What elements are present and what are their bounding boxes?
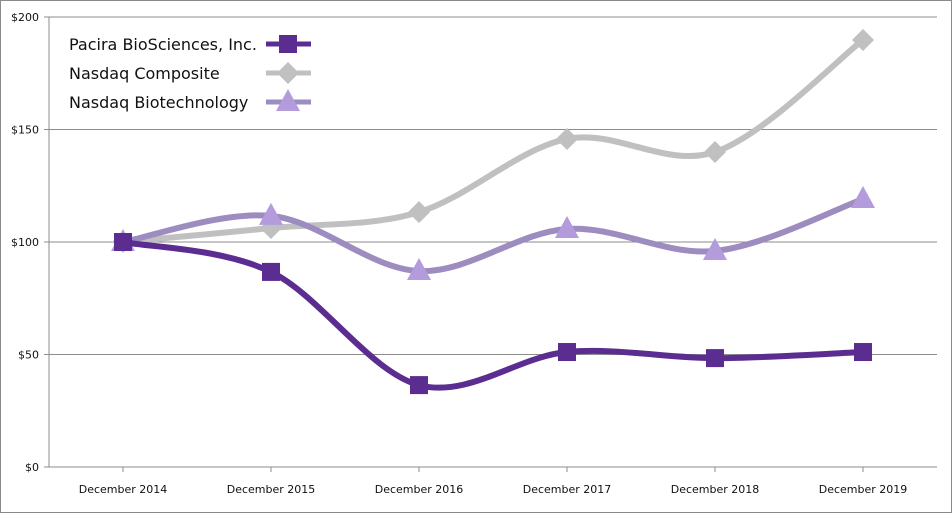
data-point-triangle — [259, 202, 283, 225]
x-tick-label: December 2019 — [819, 483, 908, 496]
legend-label: Nasdaq Biotechnology — [69, 93, 248, 112]
series-line-1 — [120, 36, 866, 245]
x-tick-label: December 2016 — [375, 483, 464, 496]
y-tick-label: $50 — [18, 349, 39, 362]
y-tick-label: $150 — [11, 124, 39, 137]
data-point-diamond — [556, 127, 578, 150]
data-point-diamond — [704, 141, 726, 163]
data-point-square — [706, 349, 724, 368]
data-point-square — [410, 376, 428, 395]
legend-label: Pacira BioSciences, Inc. — [69, 35, 257, 54]
data-point-triangle — [851, 186, 875, 209]
x-tick-label: December 2014 — [79, 483, 168, 496]
x-tick-label: December 2017 — [523, 483, 612, 496]
data-point-triangle — [407, 258, 431, 281]
legend-square-icon — [279, 35, 297, 53]
legend-label: Nasdaq Composite — [69, 64, 220, 83]
data-point-square — [262, 262, 280, 281]
data-point-square — [854, 343, 872, 362]
y-tick-label: $200 — [11, 11, 39, 24]
series-layer — [111, 28, 875, 395]
series-line-0 — [120, 239, 866, 391]
data-point-diamond — [408, 201, 430, 224]
data-point-triangle — [555, 215, 579, 238]
data-point-square — [114, 233, 132, 251]
series-line-2 — [120, 196, 866, 275]
y-tick-label: $0 — [25, 461, 39, 474]
legend-diamond-icon — [277, 62, 299, 84]
data-point-diamond — [852, 28, 874, 51]
data-point-triangle — [703, 238, 727, 260]
data-point-square — [558, 343, 576, 362]
axes: $0 $50 $100 $150 $200 December 2014 December 2… — [11, 11, 937, 496]
y-tick-label: $100 — [11, 236, 39, 249]
legend-triangle-icon — [276, 89, 300, 111]
legend: Pacira BioSciences, Inc. Nasdaq Composite… — [69, 35, 311, 112]
x-tick-label: December 2015 — [227, 483, 316, 496]
x-tick-label: December 2018 — [671, 483, 760, 496]
